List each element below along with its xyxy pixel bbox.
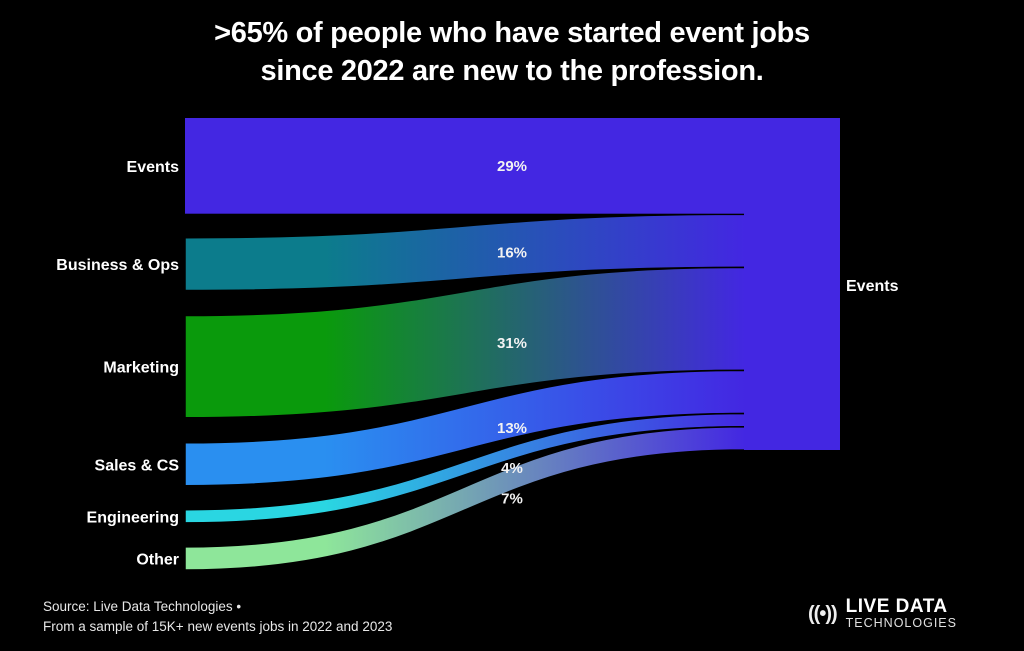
source-node-events <box>185 118 745 214</box>
logo-sub-text: TECHNOLOGIES <box>845 616 957 630</box>
target-node-label: Events <box>846 278 899 295</box>
percent-label: 13% <box>497 420 527 437</box>
target-node-events <box>744 118 840 450</box>
source-label: Marketing <box>103 360 179 377</box>
flows-layer <box>184 117 746 571</box>
source-labels-layer: Events Business & Ops Marketing Sales & CS E… <box>56 159 179 569</box>
chart-title-line-1: >65% of people who have started event jo… <box>214 17 810 49</box>
source-label: Sales & CS <box>95 457 180 474</box>
target-node-layer <box>744 118 840 450</box>
company-logo: ((•)) LIVE DATA TECHNOLOGIES <box>808 596 957 630</box>
sample-note: From a sample of 15K+ new events jobs in… <box>43 619 393 634</box>
footer: Source: Live Data Technologies • From a … <box>43 597 392 637</box>
source-note: Source: Live Data Technologies • <box>43 599 242 614</box>
chart-title-line-2: since 2022 are new to the profession. <box>260 55 764 87</box>
broadcast-icon: ((•)) <box>808 602 838 625</box>
source-label: Business & Ops <box>56 257 179 274</box>
chart-title: >65% of people who have started event jo… <box>0 14 1024 90</box>
percent-label: 4% <box>501 460 523 477</box>
percent-label: 31% <box>497 335 527 352</box>
source-label: Events <box>127 159 180 176</box>
percent-label: 29% <box>497 158 527 175</box>
percent-label: 16% <box>497 244 527 261</box>
source-label: Other <box>136 551 179 568</box>
source-label: Engineering <box>87 509 179 526</box>
percent-label: 7% <box>501 490 523 507</box>
percent-labels-layer: 29% 16% 31% 13% 4% 7% <box>497 158 527 507</box>
logo-main-text: LIVE DATA <box>845 596 948 617</box>
